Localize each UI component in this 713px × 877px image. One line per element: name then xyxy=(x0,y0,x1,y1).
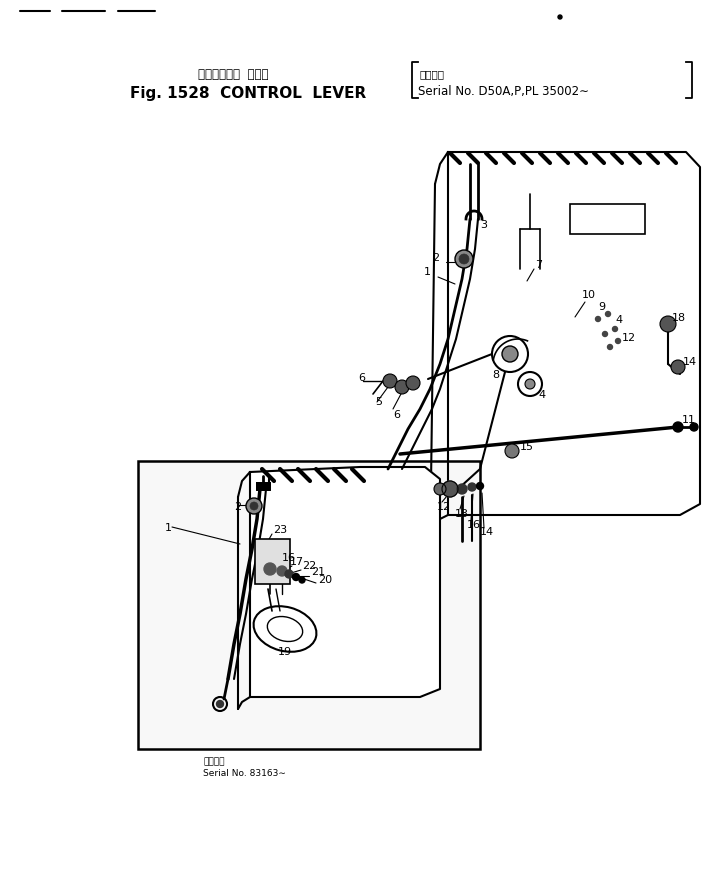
Text: 6: 6 xyxy=(358,373,365,382)
Circle shape xyxy=(406,376,420,390)
Text: 16: 16 xyxy=(467,519,481,530)
Circle shape xyxy=(292,574,299,581)
Text: Serial No. 83163∼: Serial No. 83163∼ xyxy=(203,768,286,778)
Circle shape xyxy=(395,381,409,395)
Text: 7: 7 xyxy=(535,260,542,270)
Circle shape xyxy=(246,498,262,515)
Text: 10: 10 xyxy=(582,289,596,300)
Bar xyxy=(255,539,290,584)
Circle shape xyxy=(660,317,676,332)
Text: 4: 4 xyxy=(615,315,622,324)
Polygon shape xyxy=(448,153,700,516)
Circle shape xyxy=(285,570,293,578)
Text: Fig. 1528  CONTROL  LEVER: Fig. 1528 CONTROL LEVER xyxy=(130,85,366,100)
Text: 1: 1 xyxy=(424,267,431,276)
Text: 5: 5 xyxy=(375,396,382,407)
Circle shape xyxy=(690,424,698,431)
Bar xyxy=(570,204,645,235)
Text: 23: 23 xyxy=(273,524,287,534)
Circle shape xyxy=(673,423,683,432)
Text: 2: 2 xyxy=(234,502,241,511)
Bar xyxy=(138,461,480,749)
Text: 9: 9 xyxy=(598,302,605,311)
Text: 4: 4 xyxy=(538,389,545,400)
Circle shape xyxy=(558,16,562,20)
Circle shape xyxy=(459,254,469,265)
Text: 17: 17 xyxy=(290,556,304,567)
Text: 12: 12 xyxy=(437,502,451,511)
Circle shape xyxy=(671,360,685,374)
Circle shape xyxy=(615,339,620,344)
Text: 15: 15 xyxy=(520,441,534,452)
Circle shape xyxy=(476,483,483,490)
Text: Serial No. D50A,P,PL 35002∼: Serial No. D50A,P,PL 35002∼ xyxy=(418,84,589,97)
Text: 適用番号: 適用番号 xyxy=(203,757,225,766)
Circle shape xyxy=(277,567,287,576)
Circle shape xyxy=(605,312,610,317)
Text: 8: 8 xyxy=(492,369,499,380)
Text: 3: 3 xyxy=(480,220,487,230)
Text: 14: 14 xyxy=(683,357,697,367)
Text: 21: 21 xyxy=(311,567,325,576)
Text: 13: 13 xyxy=(455,509,469,518)
Circle shape xyxy=(383,374,397,389)
Text: 19: 19 xyxy=(278,646,292,656)
Text: 適用号機: 適用号機 xyxy=(420,69,445,79)
Circle shape xyxy=(595,317,600,322)
Circle shape xyxy=(455,251,473,268)
Circle shape xyxy=(299,577,305,583)
Text: 2: 2 xyxy=(432,253,439,263)
Text: 16: 16 xyxy=(282,553,296,562)
Circle shape xyxy=(612,327,617,332)
Circle shape xyxy=(602,332,607,337)
Circle shape xyxy=(525,380,535,389)
Circle shape xyxy=(505,445,519,459)
Circle shape xyxy=(442,481,458,497)
Text: 18: 18 xyxy=(672,312,686,323)
Text: 12: 12 xyxy=(622,332,636,343)
Polygon shape xyxy=(250,467,440,697)
Circle shape xyxy=(434,483,446,496)
Text: 11: 11 xyxy=(682,415,696,424)
Text: 14: 14 xyxy=(480,526,494,537)
Circle shape xyxy=(250,503,258,510)
Circle shape xyxy=(264,563,276,575)
Circle shape xyxy=(607,346,612,350)
Text: コントロール  レバー: コントロール レバー xyxy=(198,68,269,81)
Circle shape xyxy=(502,346,518,362)
Circle shape xyxy=(217,701,223,708)
Text: 22: 22 xyxy=(302,560,317,570)
Text: 1: 1 xyxy=(165,523,172,532)
Text: 20: 20 xyxy=(318,574,332,584)
Circle shape xyxy=(457,484,467,495)
Circle shape xyxy=(468,483,476,491)
Text: 6: 6 xyxy=(393,410,400,419)
